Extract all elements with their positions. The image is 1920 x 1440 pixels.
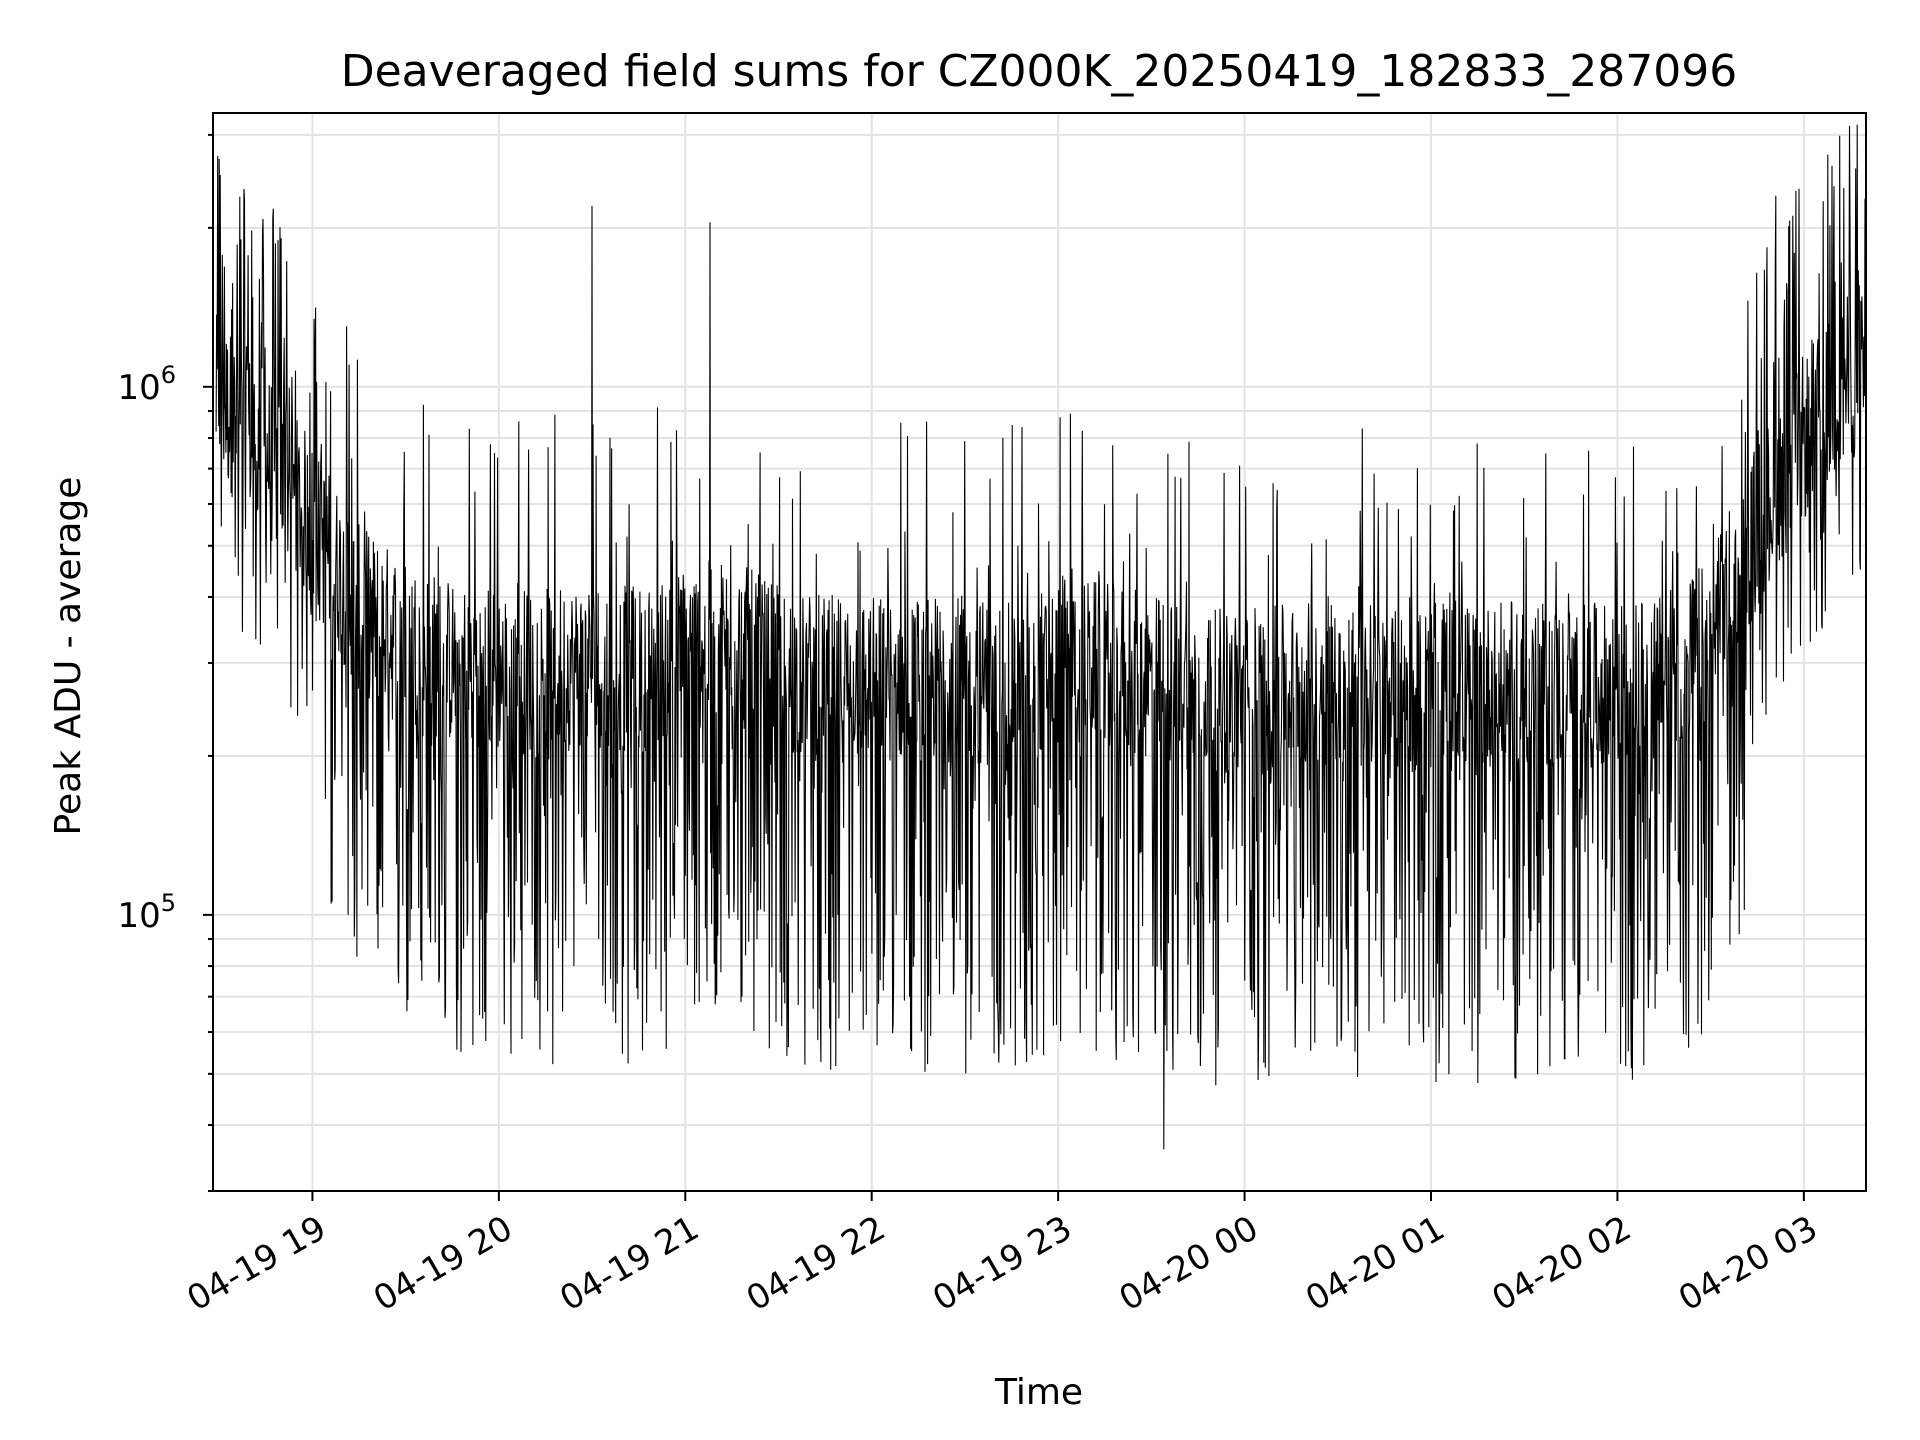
y-tick-label: 105: [117, 889, 176, 936]
y-tick-label: 106: [117, 361, 176, 408]
x-axis-label: Time: [994, 1372, 1083, 1413]
y-axis-label: Peak ADU - average: [48, 477, 89, 836]
plot-frame: [212, 112, 1867, 1192]
series-line: [215, 124, 1867, 1150]
chart-title: Deaveraged field sums for CZ000K_2025041…: [341, 46, 1738, 97]
series-area: [215, 124, 1867, 1150]
y-axis: 105 106: [117, 133, 213, 1192]
